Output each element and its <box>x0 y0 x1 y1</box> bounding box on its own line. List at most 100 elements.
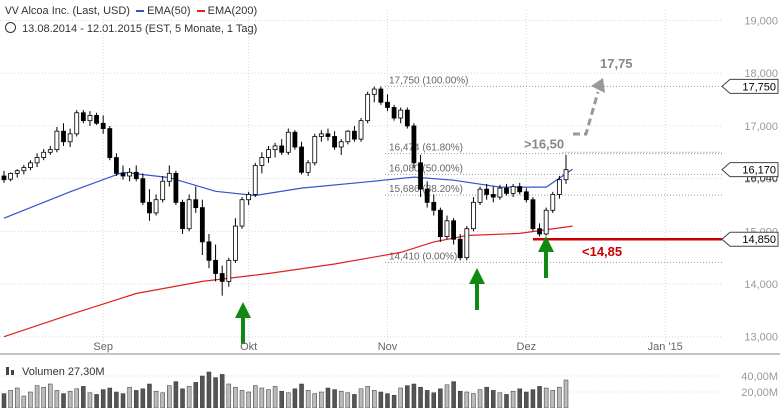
volume-bar <box>28 391 33 408</box>
x-tick-label: Nov <box>378 341 398 353</box>
volume-bar <box>233 386 238 408</box>
candle-down <box>411 125 417 164</box>
candle-up <box>14 170 20 174</box>
candle-down <box>114 157 119 174</box>
volume-bar <box>365 386 370 408</box>
candle-up <box>34 157 40 164</box>
volume-bar <box>54 390 60 408</box>
volume-bar <box>477 389 483 408</box>
header-range-row: 13.08.2014 - 12.01.2015 (EST, 5 Monate, … <box>5 22 257 35</box>
candle-up <box>338 141 344 148</box>
volume-bar <box>81 386 86 408</box>
volume-bar <box>378 391 384 408</box>
volume-bar <box>299 383 304 408</box>
candle-up <box>365 93 371 122</box>
candle-up <box>550 194 556 211</box>
candle-down <box>352 130 357 140</box>
candle-up <box>252 165 258 195</box>
candle-up <box>153 199 159 214</box>
volume-bar <box>140 388 146 408</box>
volume-bar <box>451 381 456 408</box>
volume-bar <box>398 387 403 408</box>
price-tag-box <box>721 162 779 178</box>
volume-bar <box>524 391 529 408</box>
candle-down <box>378 88 384 103</box>
volume-bar <box>424 390 430 408</box>
candle-up <box>266 149 271 158</box>
candle-down <box>517 186 523 193</box>
volume-bar <box>226 383 232 408</box>
candle-up <box>8 172 14 180</box>
candle-up <box>497 187 503 198</box>
volume-bar <box>312 393 318 408</box>
fib-level-label: 16,080 (50.00%) <box>389 163 463 174</box>
volume-bar <box>517 388 522 408</box>
candle-up <box>246 194 252 201</box>
volume-bar <box>444 384 450 408</box>
volume-bar <box>100 389 106 408</box>
candle-up <box>233 225 238 261</box>
candle-up <box>74 112 80 135</box>
fib-level-label: 14,410 (0.00%) <box>389 251 457 262</box>
candle-up <box>239 199 245 227</box>
volume-bar <box>411 383 417 408</box>
candle-down <box>490 194 496 198</box>
candle-up <box>272 145 278 151</box>
x-tick-label: Okt <box>240 341 257 353</box>
ema50-legend-label: EMA(50) <box>147 5 191 17</box>
target-arrowhead <box>591 78 605 93</box>
ema200-line <box>3 225 573 338</box>
volume-bar <box>550 390 556 408</box>
volume-bar <box>87 392 93 408</box>
volume-bar <box>259 387 265 408</box>
volume-bar <box>48 383 53 408</box>
candle-down <box>107 128 113 158</box>
candle-up <box>318 133 324 137</box>
volume-bar <box>160 392 165 408</box>
target-label: 17,75 <box>600 56 633 71</box>
volume-y-tick: 40,00M <box>741 371 778 383</box>
candle-up <box>226 259 232 282</box>
volume-bar <box>41 386 46 408</box>
candle-up <box>67 133 73 143</box>
volume-bar <box>338 390 344 408</box>
candle-down <box>100 122 106 129</box>
candle-up <box>160 180 166 201</box>
candle-down <box>219 273 225 282</box>
candle-down <box>120 172 126 177</box>
candle-down <box>199 207 205 243</box>
candle-down <box>457 238 463 259</box>
price-tag-box <box>721 231 779 247</box>
volume-bar <box>352 394 357 408</box>
candle-up <box>556 179 562 195</box>
candle-up <box>47 149 53 153</box>
volume-bar <box>292 388 298 408</box>
candle-up <box>543 209 549 235</box>
fibonacci-levels: 17,750 (100.00%) 16,474 (61.80%) 16,080 (5… <box>385 75 722 263</box>
candle-up <box>87 114 93 122</box>
candle-down <box>1 175 7 181</box>
candle-up <box>312 136 318 164</box>
candle-down <box>391 107 397 119</box>
price-tag-label: 16,170 <box>742 165 776 177</box>
candle-down <box>325 133 331 137</box>
date-range-label: 13.08.2014 - 12.01.2015 (EST, 5 Monate, … <box>22 23 258 35</box>
price-tag-box <box>721 78 779 94</box>
volume-bar <box>193 382 198 408</box>
candle-down <box>140 178 146 203</box>
chart-type-icon: ⅤⅤ <box>5 6 19 17</box>
target-arrow-shaft <box>573 91 600 136</box>
volume-label: Volumen 27,30M <box>22 366 105 378</box>
volume-bar <box>114 391 119 408</box>
breakout-label: >16,50 <box>524 136 564 151</box>
volume-bar <box>391 394 397 408</box>
x-tick-label: Jan '15 <box>648 341 683 353</box>
volume-bar <box>557 386 562 408</box>
volume-bar <box>1 393 7 408</box>
volume-bar <box>186 386 192 408</box>
volume-icon-bar <box>11 370 14 375</box>
volume-bar <box>8 390 13 408</box>
volume-bar <box>537 386 542 408</box>
candle-down <box>133 171 139 180</box>
candle-up <box>41 151 47 158</box>
